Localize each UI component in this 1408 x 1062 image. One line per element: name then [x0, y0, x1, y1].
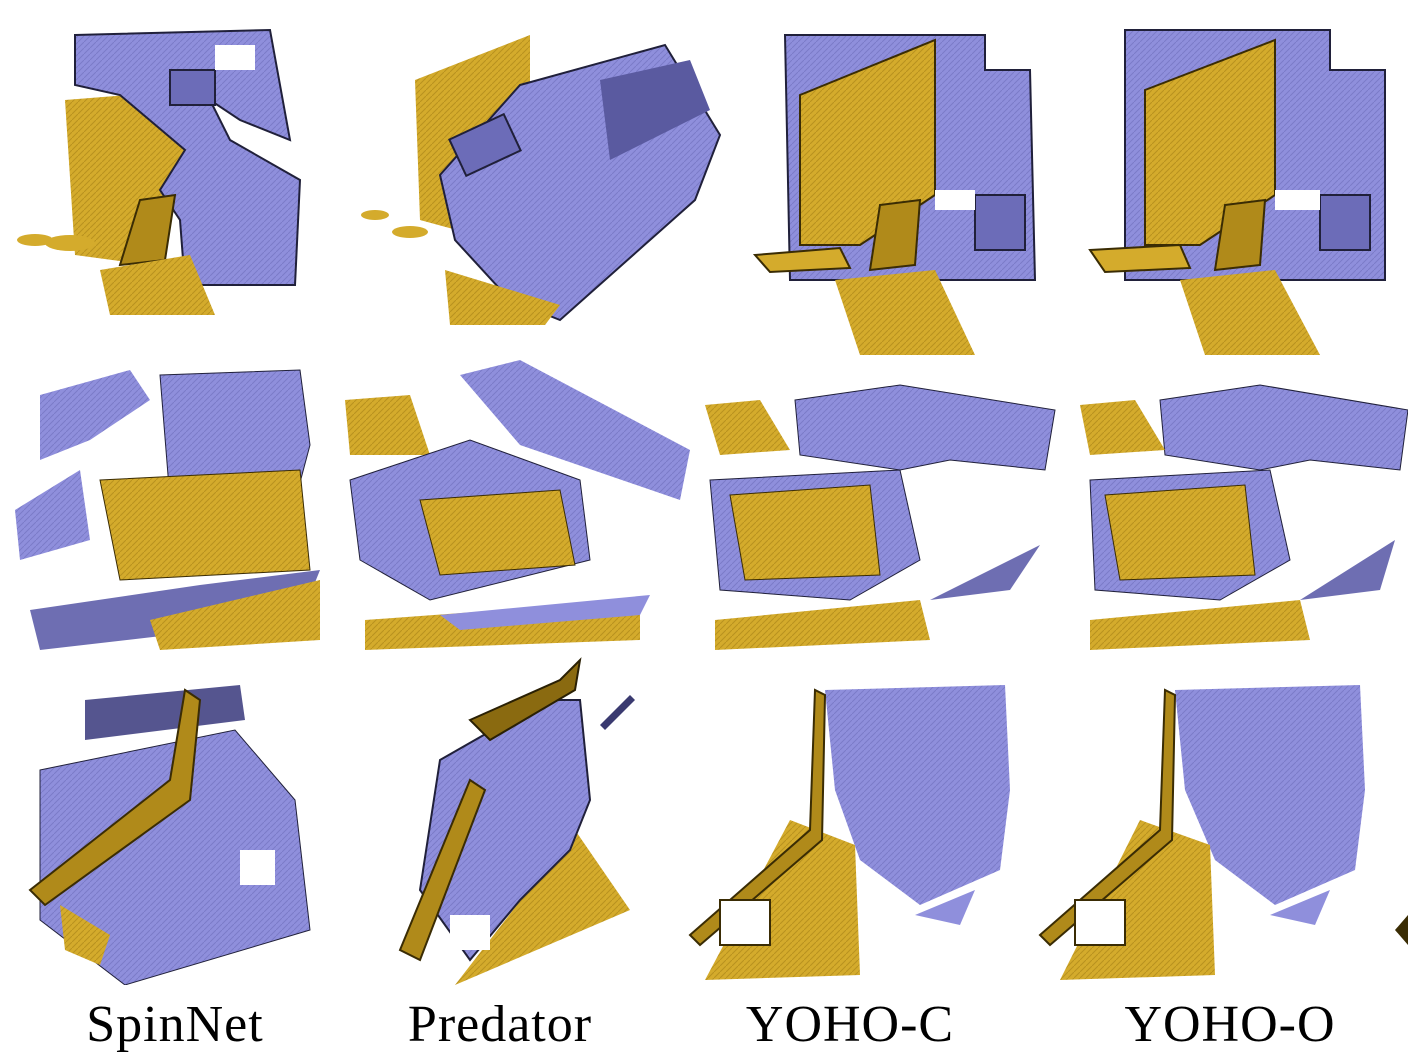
cell-yoho-c-row3 — [688, 685, 1010, 980]
target-fragment — [60, 905, 110, 965]
source-box — [1319, 194, 1371, 251]
target-beam — [398, 778, 487, 962]
cell-spinnet-row1 — [17, 28, 302, 315]
hole — [450, 915, 490, 950]
target-cloud — [1104, 484, 1256, 581]
source-fragment — [1300, 540, 1395, 600]
source-cloud — [794, 384, 1056, 471]
column-label-predator: Predator — [407, 996, 593, 1053]
target-floor — [150, 580, 320, 650]
source-floor — [30, 570, 320, 650]
target-cloud — [419, 489, 576, 576]
target-floor — [715, 600, 930, 650]
figure-canvas — [15, 28, 1408, 985]
cell-predator-row2 — [345, 360, 690, 650]
source-floor — [440, 595, 650, 630]
target-chair — [1213, 198, 1267, 272]
target-seat — [752, 246, 852, 274]
hole — [719, 899, 771, 946]
cell-yoho-c-row2 — [705, 384, 1056, 650]
cell-predator-row1 — [361, 35, 722, 325]
hole — [240, 850, 275, 885]
hole — [215, 45, 255, 70]
target-fragment — [392, 226, 428, 238]
target-floor — [1090, 600, 1310, 650]
target-cloud — [99, 469, 311, 581]
source-fragment — [915, 890, 975, 925]
cell-yoho-o-row3 — [1038, 685, 1408, 980]
source-fragment — [600, 695, 635, 730]
target-fragment — [361, 210, 389, 220]
source-cloud — [15, 470, 90, 560]
source-box — [169, 69, 216, 106]
source-fragment — [1270, 890, 1330, 925]
target-seat — [1088, 243, 1192, 274]
target-beam — [468, 657, 582, 742]
cell-yoho-c-row1 — [752, 34, 1037, 355]
target-cloud — [345, 395, 430, 455]
cell-predator-row3 — [398, 657, 635, 985]
hole — [935, 190, 975, 210]
source-box — [974, 194, 1026, 251]
source-cloud — [39, 729, 311, 985]
source-cloud — [460, 360, 690, 500]
cell-spinnet-row3 — [28, 685, 311, 985]
source-wall — [85, 685, 245, 740]
cell-spinnet-row2 — [15, 369, 320, 650]
column-label-spinnet: SpinNet — [86, 996, 264, 1053]
target-cloud — [455, 830, 630, 985]
source-fragment — [930, 545, 1040, 600]
cell-yoho-o-row1 — [1088, 29, 1386, 355]
source-cloud — [40, 370, 150, 460]
target-floor — [835, 270, 975, 355]
target-chair — [868, 198, 922, 272]
column-label-yoho-c: YOHO-C — [745, 996, 955, 1053]
target-cloud — [729, 484, 881, 581]
target-fragment — [1395, 915, 1408, 945]
source-cloud — [825, 685, 1010, 905]
source-box — [448, 112, 522, 178]
target-beam — [28, 688, 202, 907]
target-fragment — [17, 234, 53, 246]
column-label-yoho-o: YOHO-O — [1124, 996, 1336, 1053]
cell-yoho-o-row2 — [1080, 384, 1408, 650]
target-floor — [100, 255, 215, 315]
target-floor — [1180, 270, 1320, 355]
target-floor — [445, 270, 560, 325]
source-cloud — [1159, 384, 1408, 471]
target-beam — [1038, 688, 1177, 947]
hole — [1074, 899, 1126, 946]
target-cloud — [705, 400, 790, 455]
source-cloud — [1175, 685, 1365, 905]
source-shadow — [600, 60, 710, 160]
hole — [1275, 190, 1320, 210]
target-fragment — [45, 235, 95, 251]
target-beam — [688, 688, 827, 947]
target-cloud — [1080, 400, 1165, 455]
source-cloud — [74, 28, 302, 286]
